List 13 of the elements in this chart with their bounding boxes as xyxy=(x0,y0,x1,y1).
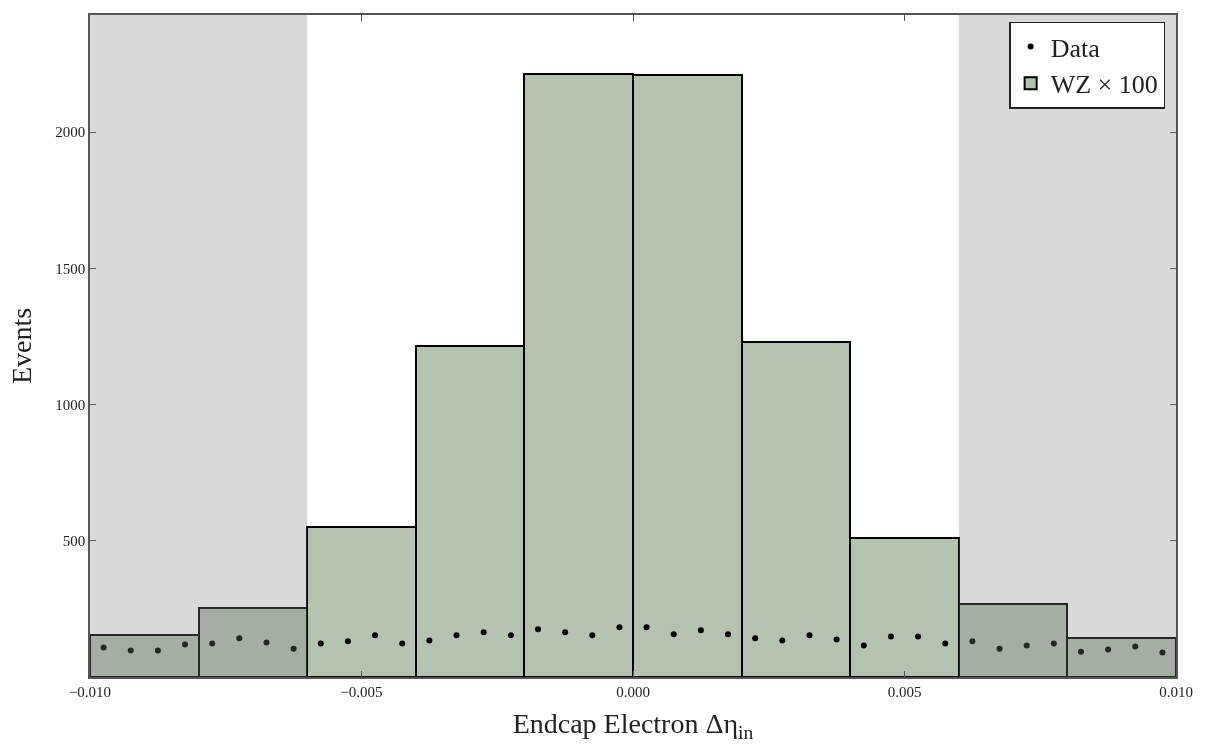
legend-label: Data xyxy=(1050,33,1101,63)
x-axis-title: Endcap Electron Δη$_{in}$ xyxy=(512,708,754,744)
y-tick-label: 1000 xyxy=(55,396,86,413)
x-tick-label: 0.005 xyxy=(887,683,922,700)
x-tick-label: 0.000 xyxy=(616,683,650,700)
y-tick-label: 1500 xyxy=(55,260,86,277)
x-tick-label: −0.005 xyxy=(340,683,383,700)
x-tick-label: −0.010 xyxy=(68,683,112,700)
y-tick-label: 2000 xyxy=(55,124,86,141)
y-tick-label: 500 xyxy=(62,533,86,550)
legend-label: WZ × 100 xyxy=(1050,70,1158,100)
y-axis-title: Events xyxy=(6,307,38,385)
x-tick-label: 0.010 xyxy=(1159,683,1193,700)
